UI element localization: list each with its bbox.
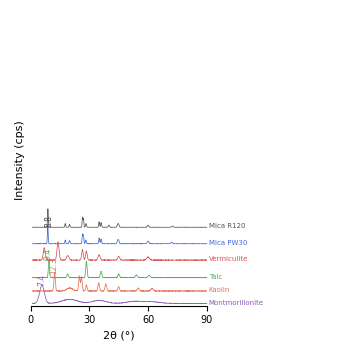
- Text: 9.4: 9.4: [44, 248, 53, 260]
- X-axis label: 2θ (°): 2θ (°): [103, 331, 134, 341]
- Text: 12.3: 12.3: [49, 257, 58, 274]
- Text: Mica PW30: Mica PW30: [209, 240, 247, 246]
- Text: 8.8: 8.8: [45, 215, 54, 227]
- Text: Kaolin: Kaolin: [209, 287, 230, 293]
- Y-axis label: Intensity (cps): Intensity (cps): [15, 120, 25, 200]
- Text: Vermiculite: Vermiculite: [209, 256, 248, 262]
- Text: 7.4: 7.4: [37, 274, 47, 286]
- Text: Talc: Talc: [209, 274, 222, 280]
- Text: Montmorillonite: Montmorillonite: [209, 300, 264, 305]
- Text: Mica R120: Mica R120: [209, 224, 245, 229]
